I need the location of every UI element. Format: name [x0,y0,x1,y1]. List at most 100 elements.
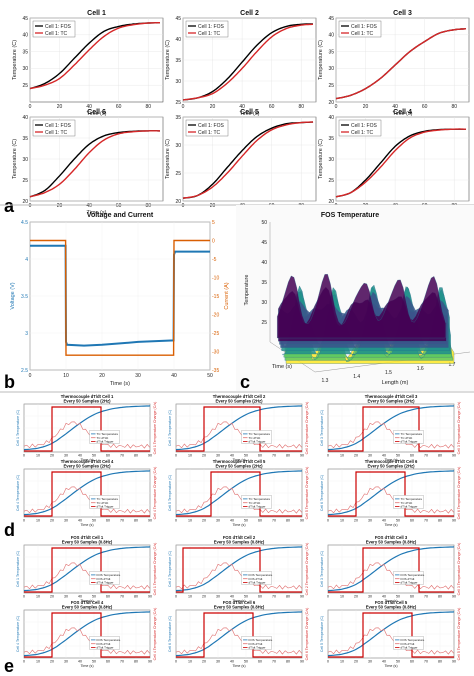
subplot-4: 0 10 20 30 40 50 60 70 80 90 Thermocouple dT/dt Ce… [16,459,157,527]
y-right-tick-label: -35 [212,368,219,374]
subplot-4: 0 10 20 30 40 50 60 70 80 90 FOS dT/dt Cell 4Every… [16,600,157,668]
x-tick-label: 60 [106,454,110,458]
y-right-axis-label: Cell 5 Temperature Change (C/s) [305,467,309,520]
x-tick-label: 30 [64,454,68,458]
subplot-title: Cell 1 [87,10,106,17]
x-tick-label: 20 [210,104,216,110]
x-axis-label: Time (s) [87,210,107,216]
y-left-axis-label: Cell 5 Temperature (C) [168,475,172,511]
x-tick-label: 0 [327,519,329,523]
x-tick-label: 20 [202,454,206,458]
y-right-axis-label: Cell 2 Temperature Change (C/s) [305,402,309,455]
y-tick-label: 35 [328,136,334,142]
x-tick-label: 0 [175,595,177,599]
legend-label: TC Temperature [249,497,271,501]
x-tick-label: 30 [216,519,220,523]
legend-label: FOS Temperature [401,638,425,642]
subplot-title: FOS dT/dt Cell 1 [71,535,104,540]
x-tick-label: 60 [258,595,262,599]
y-right-axis-label: Cell 5 Temperature Change (C/s) [457,608,461,661]
x-axis-label: Time (s) [240,111,260,117]
legend-label: Cell 1: TC [198,31,221,37]
legend-label: Cell 1: FOS [351,24,378,30]
temperature-line [175,546,303,592]
legend-label: dT/dt Trigger [249,440,266,444]
x-tick-label: 90 [148,660,152,664]
x-tick-label: 40 [230,519,234,523]
x-tick-label: 40 [239,104,245,110]
x-tick-label: 40 [171,373,177,379]
subplot-subtitle: Every 50 Samples (2Hz) [215,464,263,469]
legend-box [185,20,229,38]
x-tick-label: 0 [29,203,32,209]
legend-label: FOS dT/dt [97,577,111,581]
series-line-fos [182,23,313,101]
y-tick-label: 20 [22,199,28,205]
y-left-axis-label: Cell 1 Temperature (C) [16,410,20,446]
x-tick-label: 60 [258,519,262,523]
z-axis-label: Temperature [244,275,250,306]
x-tick-label: 80 [438,454,442,458]
x-tick-label: 70 [424,595,428,599]
x-tick-label: 40 [78,454,82,458]
legend-box [393,571,424,585]
x-tick-label: 40 [230,595,234,599]
legend-box [393,430,424,444]
dtdt-line [23,627,151,655]
legend-label: FOS dT/dt [401,577,415,581]
x-tick-label: 10 [340,660,344,664]
y-right-axis-label: Cell 2 Temperature Change (C/s) [305,543,309,596]
x-tick-label: 60 [410,595,414,599]
y-tick-label: 45 [175,16,181,22]
y-right-tick-label: -15 [212,294,219,300]
x-tick-label: 40 [78,519,82,523]
y-left-axis-label: Cell 3 Temperature (C) [320,551,324,587]
legend-label: dT/dt Trigger [249,581,266,585]
y-left-axis-label: Cell 2 Temperature (C) [168,410,172,446]
y-left-axis-label: Cell 3 Temperature (C) [320,410,324,446]
legend-label: dT/dt Trigger [97,505,114,509]
legend-label: Cell 1: TC [45,130,68,136]
x-tick-label: 80 [286,519,290,523]
subplot-title: Cell 5 [240,109,259,116]
x-axis-label: Time (s) [110,381,130,387]
x-axis-label: Time (s) [384,523,397,527]
legend-label: TC dT/dt [401,436,413,440]
x-tick-label: 50 [244,519,248,523]
x-tick-label: 10 [188,595,192,599]
x-tick-label: 40 [86,203,92,209]
trigger-line [176,547,302,593]
x-tick-label: 30 [135,373,141,379]
x-tick-label: 1.5 [385,370,392,376]
x-tick-label: 0 [182,203,185,209]
subplot-title: FOS dT/dt Cell 2 [223,535,256,540]
trigger-line [328,471,454,517]
legend-label: TC dT/dt [249,436,261,440]
x-tick-label: 80 [298,104,304,110]
subplot-subtitle: Every 50 Samples (0.8Hz) [214,605,265,610]
legend-box [241,571,272,585]
y-right-tick-label: -25 [212,331,219,337]
x-tick-label: 40 [382,519,386,523]
surface-ridge [277,274,446,339]
x-tick-label: 70 [424,519,428,523]
trigger-line [176,612,302,658]
x-tick-label: 20 [354,660,358,664]
x-tick-label: 0 [327,660,329,664]
y-tick-label: 35 [175,115,181,121]
x-tick-label: 20 [354,595,358,599]
x-tick-label: 60 [258,454,262,458]
x-tick-label: 0 [175,660,177,664]
x-axis-label: Time (s) [384,458,397,462]
x-tick-label: 70 [272,595,276,599]
trigger-line [24,471,150,517]
legend-label: FOS Temperature [97,573,121,577]
x-tick-label: 70 [120,454,124,458]
